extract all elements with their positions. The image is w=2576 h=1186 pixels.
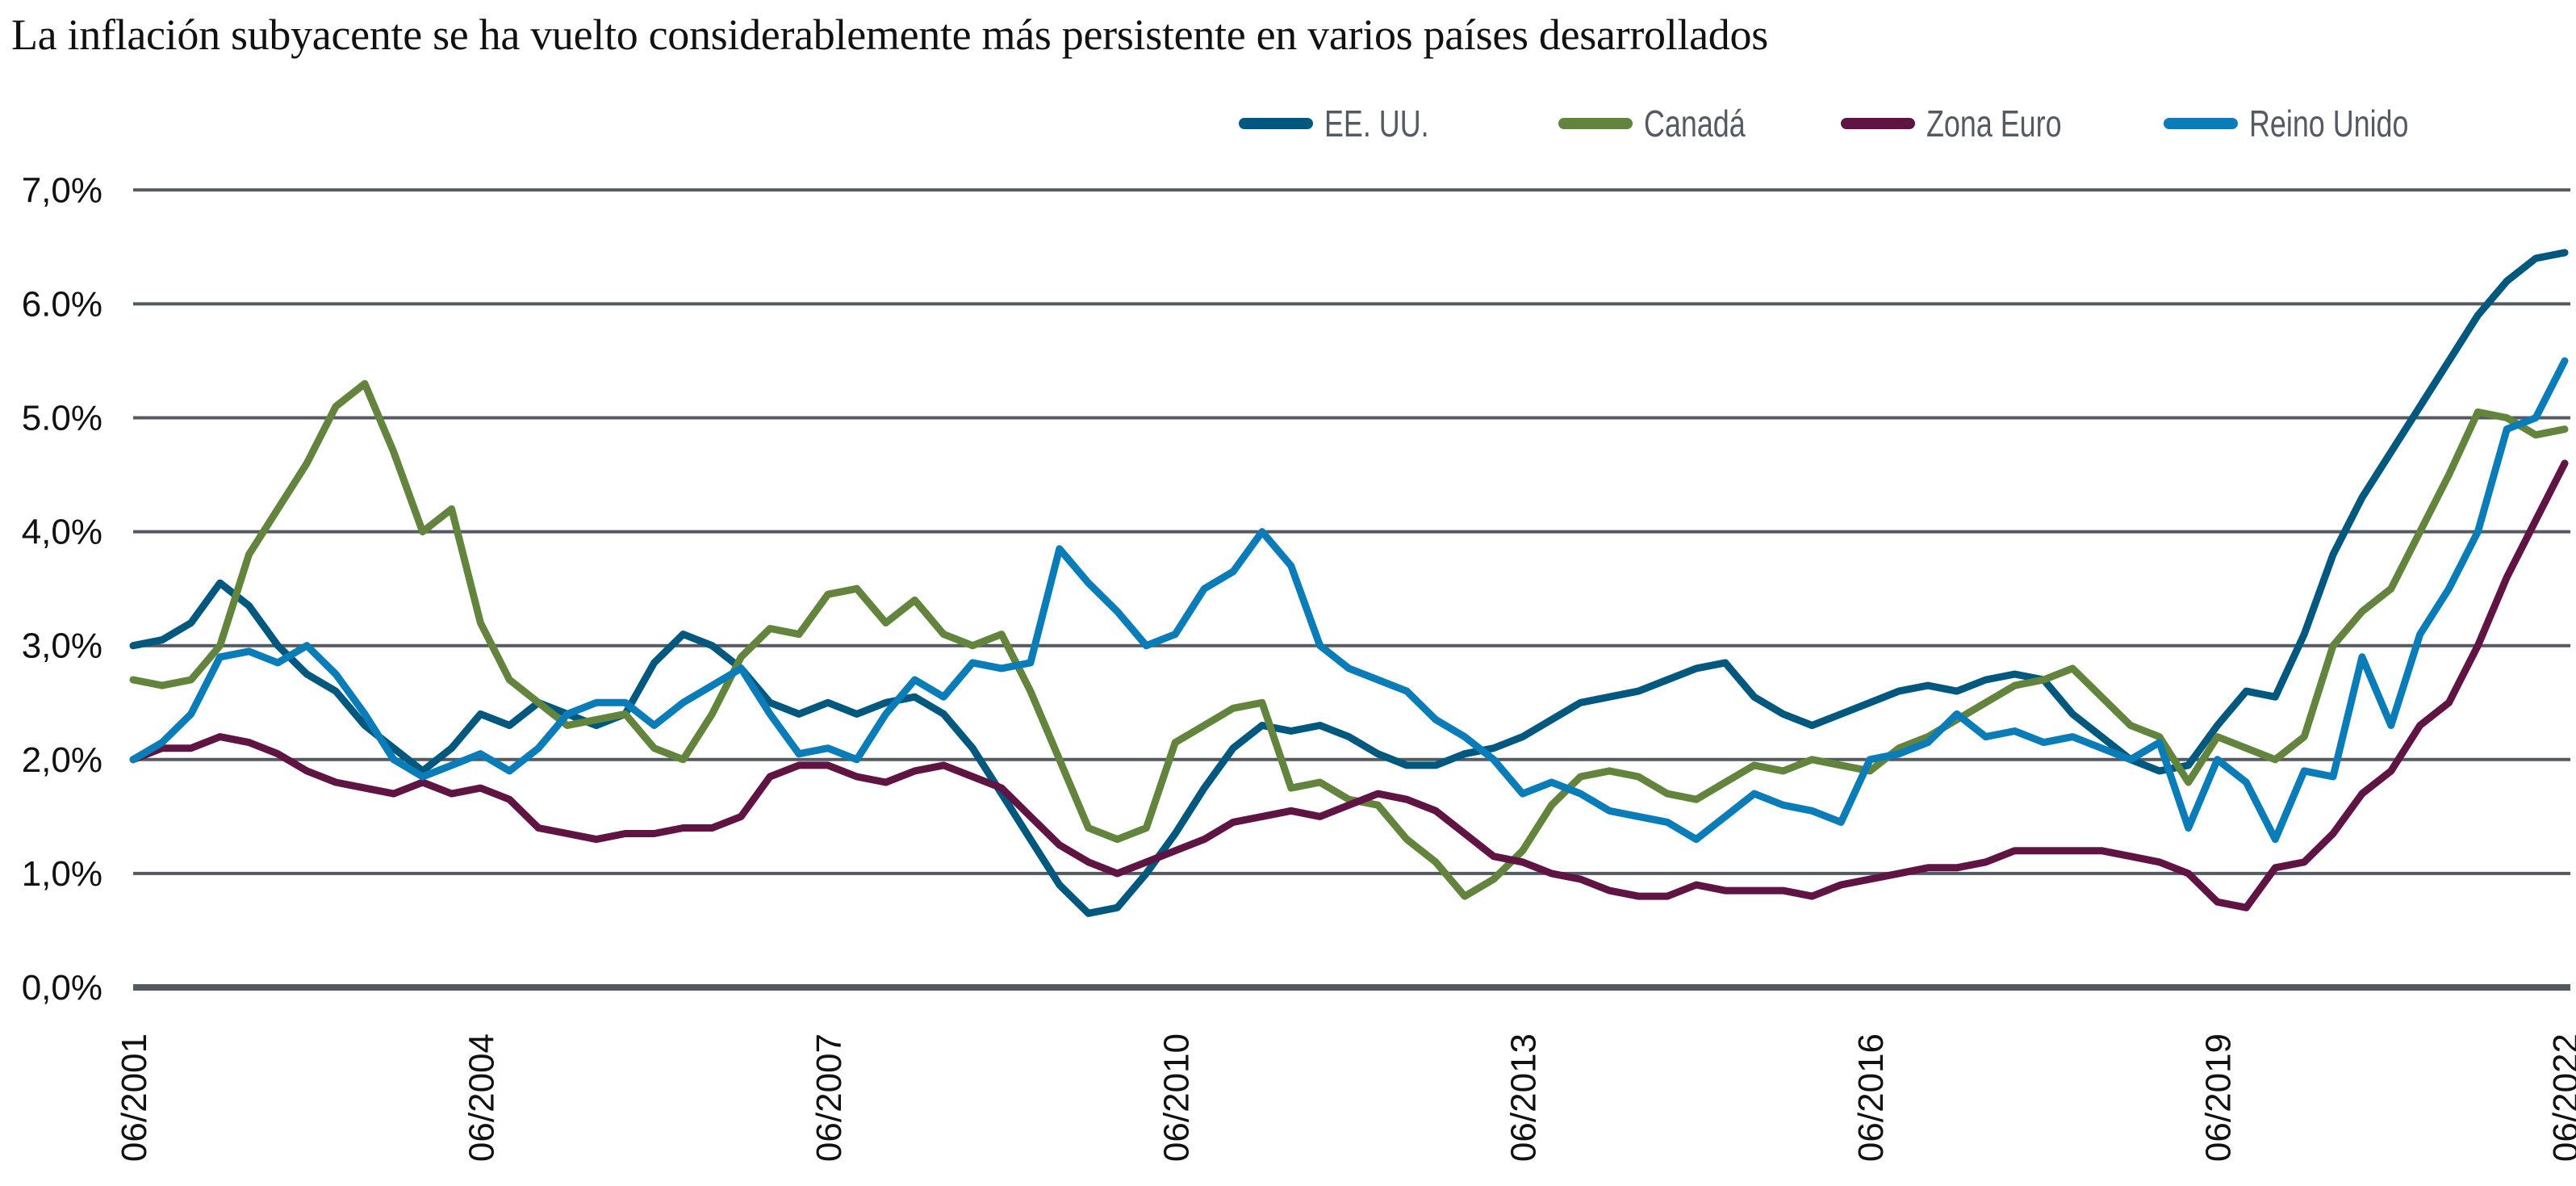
y-tick-label: 3,0% (22, 627, 102, 666)
legend-item-canada: Canadá (1558, 102, 1841, 145)
chart-legend: EE. UU. Canadá Zona Euro Reino Unido (1239, 102, 2453, 145)
x-tick-label: 06/2013 (1504, 1033, 1544, 1162)
x-tick-label: 06/2010 (1156, 1033, 1196, 1162)
x-tick-label: 06/2001 (115, 1033, 154, 1162)
chart-title: La inflación subyacente se ha vuelto con… (11, 10, 1768, 59)
legend-swatch-eurozone (1841, 118, 1915, 129)
y-tick-label: 4,0% (22, 513, 102, 552)
legend-item-us: EE. UU. (1239, 102, 1558, 145)
y-axis-ticks: 0,0% 1,0% 2,0% 3,0% 4,0% 5.0% 6.0% 7,0% (22, 170, 102, 1008)
legend-label-eurozone: Zona Euro (1926, 103, 2062, 145)
legend-item-uk: Reino Unido (2164, 102, 2453, 145)
x-tick-label: 06/2022 (2546, 1033, 2576, 1162)
series-line-reino-unido (129, 357, 2569, 844)
series-line-canad- (129, 379, 2569, 900)
y-tick-label: 5.0% (22, 399, 102, 438)
gridlines (133, 188, 2570, 875)
series-line-zona-euro (129, 459, 2569, 912)
y-tick-label: 6.0% (22, 284, 102, 324)
y-tick-label: 2,0% (22, 740, 102, 780)
legend-swatch-canada (1558, 118, 1633, 129)
y-tick-label: 7,0% (22, 170, 102, 210)
x-tick-label: 06/2007 (809, 1033, 849, 1162)
legend-label-canada: Canadá (1644, 103, 1746, 145)
series-lines (129, 249, 2569, 917)
y-tick-label: 0,0% (22, 968, 102, 1008)
series-line-ee-uu- (129, 249, 2569, 917)
y-tick-label: 1,0% (22, 854, 102, 894)
x-tick-label: 06/2004 (462, 1033, 501, 1162)
legend-swatch-us (1239, 118, 1313, 129)
legend-swatch-uk (2164, 118, 2238, 129)
x-axis-ticks: 06/2001 06/2004 06/2007 06/2010 06/2013 06/20… (115, 1033, 2576, 1162)
legend-item-eurozone: Zona Euro (1841, 102, 2164, 145)
legend-label-us: EE. UU. (1324, 103, 1429, 145)
x-tick-label: 06/2019 (2199, 1033, 2239, 1162)
legend-label-uk: Reino Unido (2249, 103, 2409, 145)
x-tick-label: 06/2016 (1851, 1033, 1891, 1162)
